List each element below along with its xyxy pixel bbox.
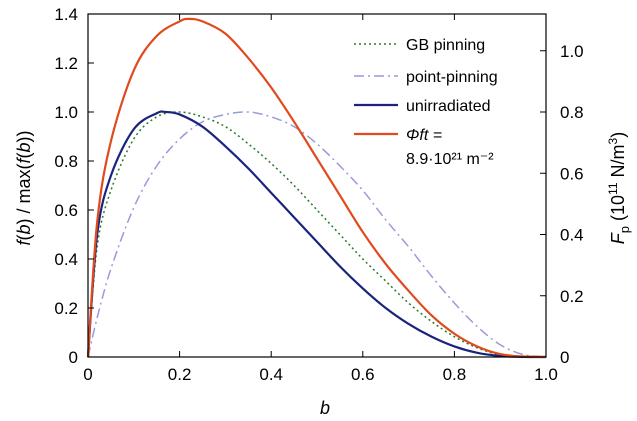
legend: GB pinning point-pinning unirradiated Φft =… bbox=[354, 37, 498, 168]
y-left-tick-label: 0.2 bbox=[54, 299, 78, 318]
x-tick-label: 0 bbox=[83, 365, 92, 384]
series-irradiated bbox=[86, 17, 547, 359]
legend-label: point-pinning bbox=[406, 69, 498, 86]
legend-label: Φft = bbox=[406, 127, 442, 144]
y-right-tick-label: 0.4 bbox=[560, 226, 584, 245]
y-right-tick-label: 0.6 bbox=[560, 164, 584, 183]
y-right-tick-label: 1.0 bbox=[560, 42, 584, 61]
x-tick-label: 0.2 bbox=[168, 365, 192, 384]
x-tick-label: 0.6 bbox=[351, 365, 375, 384]
y-right-tick-label: 0.2 bbox=[560, 287, 584, 306]
y-left-tick-label: 1.4 bbox=[54, 5, 78, 24]
legend-label: unirradiated bbox=[406, 98, 491, 115]
series-unirradiated bbox=[86, 110, 547, 359]
series-point-pinning bbox=[87, 111, 547, 358]
y-left-tick-label: 1.2 bbox=[54, 54, 78, 73]
x-tick-label: 0.4 bbox=[259, 365, 283, 384]
y-left-tick-label: 0 bbox=[69, 348, 78, 367]
x-tick-label: 1.0 bbox=[534, 365, 558, 384]
plot-lines bbox=[86, 17, 547, 359]
right-y-axis-label: Fp (1011 N/m3) bbox=[606, 132, 632, 244]
y-left-tick-label: 0.4 bbox=[54, 250, 78, 269]
y-left-tick-label: 1.0 bbox=[54, 103, 78, 122]
tick-labels: 0 0.2 0.4 0.6 0.8 1.000.20.40.60.81.01.21.400… bbox=[54, 5, 583, 384]
plot-frame bbox=[87, 13, 547, 358]
series-gb-pinning bbox=[87, 111, 547, 358]
y-right-tick-label: 0 bbox=[560, 348, 569, 367]
axis-ticks bbox=[87, 13, 547, 358]
legend-label: GB pinning bbox=[406, 37, 485, 54]
x-axis-label: b bbox=[320, 398, 330, 418]
y-left-tick-label: 0.6 bbox=[54, 201, 78, 220]
y-right-tick-label: 0.8 bbox=[560, 103, 584, 122]
left-y-axis-label: f(b) / max(f(b)) bbox=[14, 130, 34, 245]
legend-label-line2: 8.9·10²¹ m⁻² bbox=[406, 151, 494, 168]
x-tick-label: 0.8 bbox=[443, 365, 467, 384]
y-left-tick-label: 0.8 bbox=[54, 152, 78, 171]
